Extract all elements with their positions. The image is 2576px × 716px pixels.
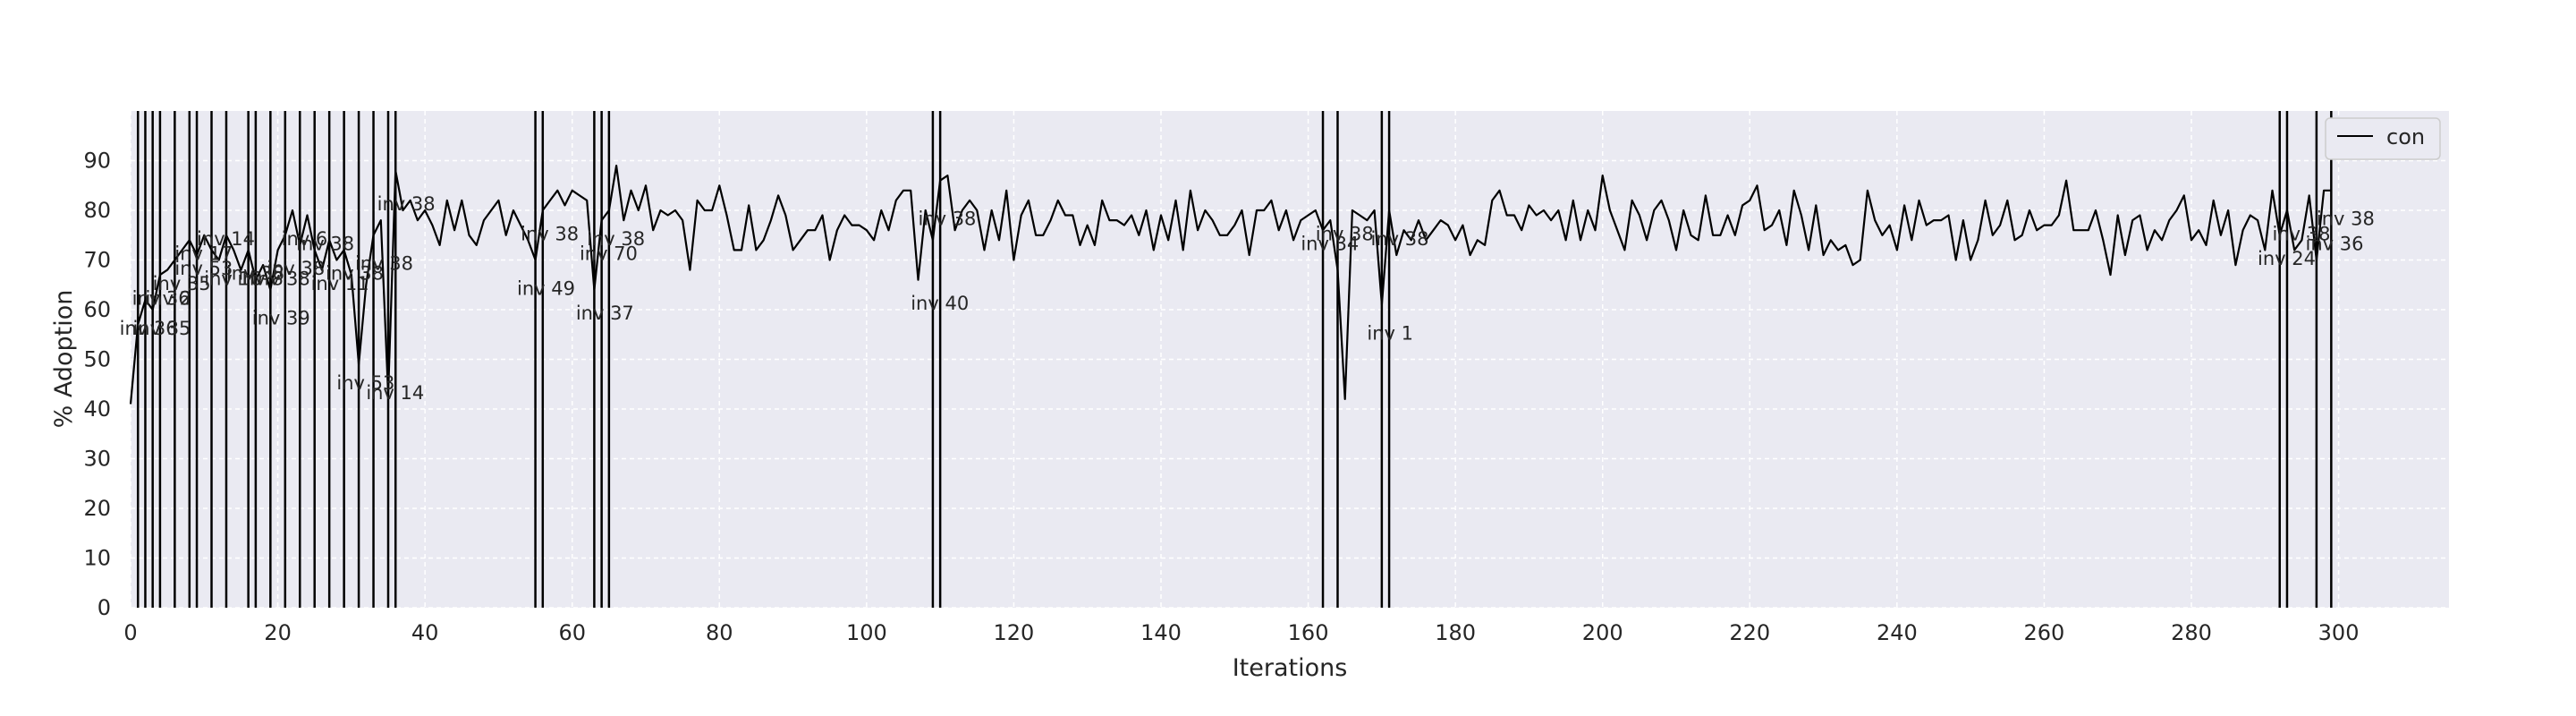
annotation-label: inv 70 [580,243,638,265]
annotation-label: inv 17 [174,243,233,265]
annotation-label: inv 38 [377,193,436,215]
y-tick-label: 90 [83,149,111,174]
annotation-label: inv 38 [1316,223,1374,244]
y-tick-label: 30 [83,447,111,472]
y-tick-label: 80 [83,198,111,223]
y-tick-label: 50 [83,347,111,372]
x-tick-label: 220 [1729,620,1770,645]
annotation-label: inv 38 [252,268,310,289]
annotation-label: inv 14 [366,382,424,404]
annotation-label: inv 37 [576,303,634,324]
annotation-label: inv 10 [204,268,262,289]
x-tick-label: 180 [1435,620,1476,645]
x-tick-label: 240 [1877,620,1918,645]
x-axis-label: Iterations [1233,654,1348,682]
annotation-label: inv 38 [587,228,645,250]
annotation-label: inv 38 [226,263,284,285]
x-tick-label: 40 [411,620,439,645]
annotation-label: inv 14 [197,228,255,250]
annotation-label: inv 38 [1371,228,1429,250]
x-tick-label: 160 [1288,620,1329,645]
annotation-label: inv 38 [296,233,354,254]
vertical-lines [136,111,2333,608]
annotation-label: inv 49 [517,277,575,299]
annotation-label: inv 8 [237,268,284,289]
y-axis-ticks: 0 10 20 30 40 50 60 70 80 90 [83,149,111,621]
annotation-label: inv 38 [918,209,976,230]
y-tick-label: 70 [83,248,111,273]
y-tick-label: 0 [97,595,111,620]
annotation-label: inv 2 [145,287,191,309]
annotation-label: inv 6 [282,228,328,250]
annotation-label: inv 35 [153,273,211,294]
annotation-label: inv 53 [336,372,394,394]
x-tick-label: 300 [2318,620,2360,645]
annotation-label: inv 24 [2258,248,2316,269]
annotation-label: inv 53 [174,258,233,279]
x-tick-label: 80 [706,620,733,645]
legend: con [2325,117,2441,160]
annotation-label: inv 38 [267,258,325,279]
x-tick-label: 200 [1582,620,1623,645]
legend-entry-con: con [2386,124,2425,149]
annotation-label: inv 36 [132,287,191,309]
annotation-label: inv 34 [1301,233,1359,254]
annotation-label: inv 36 [2306,233,2364,254]
x-tick-label: 60 [558,620,586,645]
annotation-label: inv 38 [2317,209,2375,230]
x-tick-label: 260 [2024,620,2065,645]
annotation-label: inv 38 [2273,223,2331,244]
x-tick-label: 100 [846,620,887,645]
x-tick-label: 140 [1140,620,1182,645]
series-line-con [129,165,2332,405]
annotation-label: inv 35 [132,318,191,339]
y-axis-label: % Adoption [50,290,78,429]
annotation-label: inv 11 [311,273,369,294]
series-layer [129,165,2332,405]
annotation-label: inv 39 [252,308,310,329]
annotation-label: inv 38 [355,253,413,275]
y-tick-label: 20 [83,496,111,521]
x-tick-label: 280 [2171,620,2212,645]
annotation-label: inv 38 [326,263,384,285]
legend-box [2325,117,2441,160]
x-tick-label: 0 [123,620,137,645]
x-axis-ticks: 0 20 40 60 80 100 120 140 160 180 200 220 240 260 280 3… [123,620,2359,645]
annotation-label: inv 36 [120,318,178,339]
y-tick-label: 60 [83,297,111,322]
annotation-label: inv 40 [911,293,969,314]
y-tick-label: 40 [83,396,111,422]
grid [130,111,2449,609]
x-tick-label: 120 [994,620,1035,645]
x-tick-label: 20 [264,620,292,645]
annotation-label: inv 1 [1367,322,1413,344]
annotation-label: inv 38 [521,223,579,244]
y-tick-label: 10 [83,546,111,571]
